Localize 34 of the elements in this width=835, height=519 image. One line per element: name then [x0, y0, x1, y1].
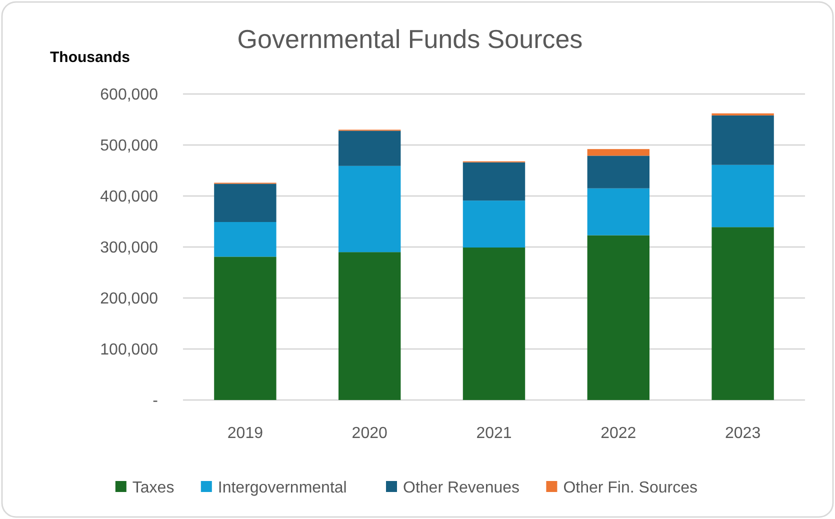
bar — [214, 256, 276, 400]
y-tick-label: 600,000 — [100, 86, 158, 104]
bar — [712, 227, 774, 400]
bar — [214, 184, 276, 222]
y-tick-label: 400,000 — [100, 188, 158, 206]
x-tick-label: 2020 — [352, 425, 388, 442]
bar — [587, 188, 650, 236]
y-axis-title: Thousands — [50, 49, 130, 66]
bar — [712, 115, 774, 165]
y-tick-label: 500,000 — [100, 138, 158, 155]
y-tick-label: - — [152, 392, 158, 410]
bar — [712, 164, 774, 228]
chart-title: Governmental Funds Sources — [237, 24, 583, 54]
legend-label: Intergovernmental — [218, 480, 347, 497]
legend-label: Taxes — [132, 480, 174, 497]
y-tick-label: 300,000 — [100, 240, 158, 257]
bar — [462, 200, 526, 248]
bar — [338, 130, 401, 166]
y-tick-label: 200,000 — [100, 290, 158, 308]
x-tick-label: 2021 — [476, 425, 512, 442]
legend-label: Other Fin. Sources — [563, 480, 698, 497]
bar — [587, 235, 650, 400]
x-tick-label: 2019 — [227, 425, 264, 442]
x-tick-label: 2022 — [600, 425, 636, 442]
bar — [338, 166, 401, 252]
bar — [462, 248, 526, 400]
bar — [462, 162, 526, 201]
bar — [587, 149, 650, 156]
bar — [338, 252, 401, 400]
y-tick-label: 100,000 — [100, 342, 158, 359]
bar — [214, 222, 276, 257]
x-tick-label: 2023 — [725, 425, 761, 442]
bar — [587, 156, 650, 188]
legend-label: Other Revenues — [403, 480, 520, 497]
